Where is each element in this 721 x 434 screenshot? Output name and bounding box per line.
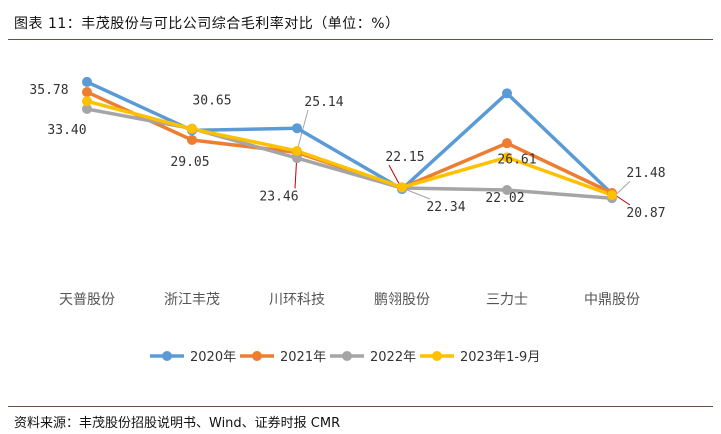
series-line-1 <box>85 90 614 195</box>
category-label-2: 川环科技 <box>269 292 325 308</box>
legend-label-2: 2022年 <box>370 350 416 365</box>
data-point-0-2 <box>292 123 302 134</box>
data-point-3-4 <box>502 152 512 163</box>
footer-divider <box>8 406 713 407</box>
category-label-0: 天普股份 <box>59 292 115 308</box>
legend-label-3: 2023年1-9月 <box>460 350 540 365</box>
data-label-4: 25.14 <box>304 95 343 110</box>
legend-swatch-marker-2 <box>342 351 352 361</box>
data-point-3-3 <box>397 182 407 193</box>
legend-swatch-marker-0 <box>162 351 172 361</box>
series-line-0 <box>85 80 614 196</box>
source-note: 资料来源：丰茂股份招股说明书、Wind、证券时报 CMR <box>14 416 341 431</box>
data-label-10: 21.48 <box>626 166 665 181</box>
category-labels: 天普股份 浙江丰茂 川环科技 鹏翎股份 三力士 中鼎股份 <box>59 291 640 308</box>
data-label-6: 22.15 <box>385 150 424 165</box>
data-label-1: 33.40 <box>47 123 86 138</box>
title-bar: 图表 11：丰茂股份与可比公司综合毛利率对比（单位：%） <box>0 0 721 40</box>
legend-swatch-marker-3 <box>432 351 442 361</box>
data-label-11: 20.87 <box>626 206 665 221</box>
data-point-3-5 <box>607 190 617 201</box>
data-point-1-1 <box>187 134 197 145</box>
legend-label-1: 2021年 <box>280 350 326 365</box>
legend-label-0: 2020年 <box>190 350 236 365</box>
data-label-0: 35.78 <box>29 83 68 98</box>
data-point-1-4 <box>502 138 512 149</box>
data-label-8: 22.02 <box>485 191 524 206</box>
category-label-1: 浙江丰茂 <box>164 291 220 308</box>
category-label-4: 三力士 <box>486 292 528 308</box>
line-chart: 35.78 33.40 30.65 29.05 25.14 23.46 22.15 22.34… <box>29 76 666 365</box>
category-label-5: 中鼎股份 <box>584 292 640 308</box>
data-labels: 35.78 33.40 30.65 29.05 25.14 23.46 22.15 22.34… <box>29 83 665 221</box>
data-point-0-0 <box>82 76 92 87</box>
legend-swatch-marker-1 <box>252 351 262 361</box>
series-markers <box>82 76 617 204</box>
data-label-7: 22.34 <box>426 200 465 215</box>
data-point-1-0 <box>82 87 92 98</box>
data-label-9: 26.61 <box>497 152 536 167</box>
series-lines <box>85 80 614 200</box>
data-label-3: 29.05 <box>170 155 209 170</box>
data-point-0-4 <box>502 88 512 99</box>
category-label-3: 鹏翎股份 <box>374 292 430 308</box>
title-divider <box>8 39 713 40</box>
data-point-3-0 <box>82 96 92 107</box>
chart-title: 图表 11：丰茂股份与可比公司综合毛利率对比（单位：%） <box>14 16 400 32</box>
series-line-3 <box>85 99 614 197</box>
data-point-2-4 <box>502 185 512 196</box>
legend: 2020年 2021年 2022年 2023年1-9月 <box>150 350 540 365</box>
data-point-3-2 <box>292 146 302 156</box>
data-label-5: 23.46 <box>259 189 298 204</box>
data-point-2-0 <box>82 103 92 114</box>
data-point-2-2 <box>292 153 302 164</box>
data-label-2: 30.65 <box>192 94 231 109</box>
data-point-3-1 <box>187 123 197 134</box>
